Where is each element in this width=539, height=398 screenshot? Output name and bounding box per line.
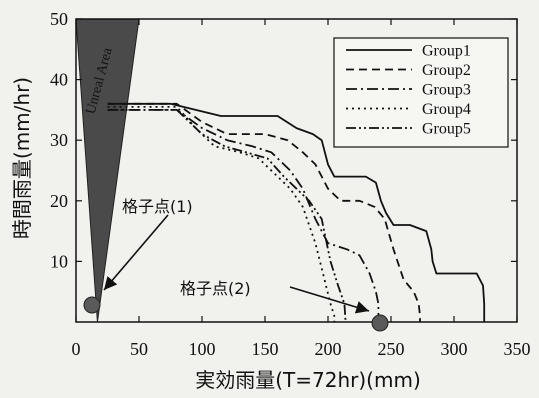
y-tick-label-2: 30 — [50, 130, 68, 150]
grid-point-2-label: 格子点(2) — [180, 279, 251, 298]
legend-label-group4: Group4 — [422, 101, 471, 118]
series-line-group1 — [107, 102, 486, 322]
grid-point-2-marker — [371, 314, 389, 332]
grid-point-2-arrow — [289, 286, 370, 314]
y-tick-label-0: 10 — [50, 251, 68, 271]
x-tick-label-0: 0 — [72, 339, 81, 359]
legend-label-group5: Group5 — [422, 121, 471, 138]
chart-frame — [75, 18, 518, 323]
y-tick-label-1: 20 — [50, 191, 68, 211]
y-axis-label: 時間雨量(mm/hr) — [10, 77, 34, 239]
chart-marks — [75, 18, 486, 323]
legend-box — [333, 37, 509, 148]
series-line-group5 — [107, 109, 347, 323]
x-tick-label-3: 150 — [252, 339, 279, 359]
chart-annotations: 格子点(1) 格子点(2) — [83, 197, 389, 332]
grid-point-1-marker — [83, 296, 101, 314]
x-tick-label-5: 250 — [378, 339, 405, 359]
grid-point-1-label: 格子点(1) — [122, 197, 193, 216]
y-tick-label-3: 40 — [50, 70, 68, 90]
x-tick-label-7: 350 — [504, 339, 531, 359]
plot-frame — [75, 18, 518, 323]
x-tick-label-6: 300 — [441, 339, 468, 359]
series-line-group3 — [107, 109, 380, 322]
x-tick-label-2: 100 — [189, 339, 216, 359]
x-axis-label: 実効雨量(T=72hr)(mm) — [195, 368, 421, 392]
legend-label-group1: Group1 — [422, 43, 471, 60]
y-tick-label-4: 50 — [50, 9, 68, 29]
legend-label-group3: Group3 — [422, 82, 471, 99]
x-tick-label-1: 50 — [130, 339, 148, 359]
chart-ticks: 0 50 100 150 200 250 300 350 10 20 30 40 50 — [50, 9, 531, 359]
chart-labels: 実効雨量(T=72hr)(mm) 時間雨量(mm/hr) Unreal Area — [10, 46, 421, 392]
grid-point-1-arrow — [103, 214, 169, 291]
legend-label-group2: Group2 — [422, 62, 471, 79]
chart-legend: Group1 Group2 Group3 Group4 Group5 — [333, 37, 509, 148]
x-tick-label-4: 200 — [315, 339, 342, 359]
